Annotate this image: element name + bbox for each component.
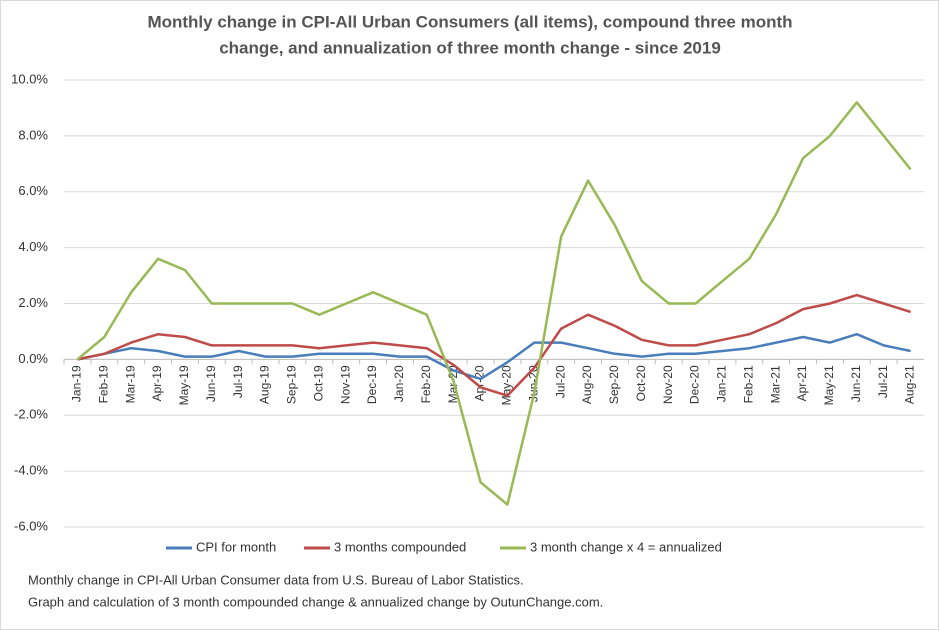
x-tick-label: Jun-21 — [849, 365, 863, 402]
x-tick-label: Aug-21 — [903, 365, 917, 404]
x-tick-label: Feb-20 — [419, 365, 433, 403]
x-tick-label: Jan-19 — [70, 365, 84, 402]
x-tick-label: Nov-19 — [338, 365, 352, 404]
x-tick-label: May-20 — [500, 365, 514, 405]
x-tick-label: Jul-21 — [876, 365, 890, 398]
data-line — [77, 293, 911, 397]
y-tick-label: -6.0% — [14, 518, 48, 533]
x-tick-label: Apr-21 — [795, 365, 809, 401]
x-tick-label: Jan-20 — [392, 365, 406, 402]
chart-title: Monthly change in CPI-All Urban Consumer… — [147, 12, 792, 31]
x-tick-label: Oct-20 — [634, 365, 648, 401]
note: Monthly change in CPI-All Urban Consumer… — [28, 572, 524, 587]
x-tick-label: Jun-19 — [204, 365, 218, 402]
x-tick-label: Dec-19 — [365, 365, 379, 404]
x-tick-label: Jan-21 — [715, 365, 729, 402]
x-tick-label: Apr-19 — [150, 365, 164, 401]
data-line — [77, 332, 911, 381]
x-tick-label: Jul-19 — [231, 365, 245, 398]
x-tick-label: Mar-19 — [123, 365, 137, 403]
y-tick-label: 2.0% — [18, 295, 48, 310]
legend-label: 3 months compounded — [334, 539, 466, 554]
y-tick-label: -2.0% — [14, 407, 48, 422]
chart-title: change, and annualization of three month… — [219, 38, 721, 57]
x-tick-label: Mar-21 — [768, 365, 782, 403]
legend-label: 3 month change x 4 = annualized — [530, 539, 722, 554]
x-tick-label: Feb-21 — [741, 365, 755, 403]
x-tick-label: Sep-19 — [285, 365, 299, 404]
y-tick-label: 8.0% — [18, 127, 48, 142]
x-tick-label: May-21 — [822, 365, 836, 405]
x-tick-label: Feb-19 — [96, 365, 110, 403]
x-tick-label: Nov-20 — [661, 365, 675, 404]
data-line — [76, 101, 912, 506]
x-tick-label: Sep-20 — [607, 365, 621, 404]
x-tick-label: Apr-20 — [473, 365, 487, 401]
legend-label: CPI for month — [196, 539, 276, 554]
x-tick-label: Jul-20 — [553, 365, 567, 398]
x-tick-label: Aug-19 — [258, 365, 272, 404]
x-tick-label: May-19 — [177, 365, 191, 405]
y-tick-label: 6.0% — [18, 183, 48, 198]
x-tick-label: Aug-20 — [580, 365, 594, 404]
y-tick-label: -4.0% — [14, 463, 48, 478]
x-tick-label: Oct-19 — [311, 365, 325, 401]
x-tick-label: Dec-20 — [688, 365, 702, 404]
y-tick-label: 0.0% — [18, 351, 48, 366]
note: Graph and calculation of 3 month compoun… — [28, 594, 603, 609]
y-tick-label: 4.0% — [18, 239, 48, 254]
y-tick-label: 10.0% — [11, 71, 48, 86]
